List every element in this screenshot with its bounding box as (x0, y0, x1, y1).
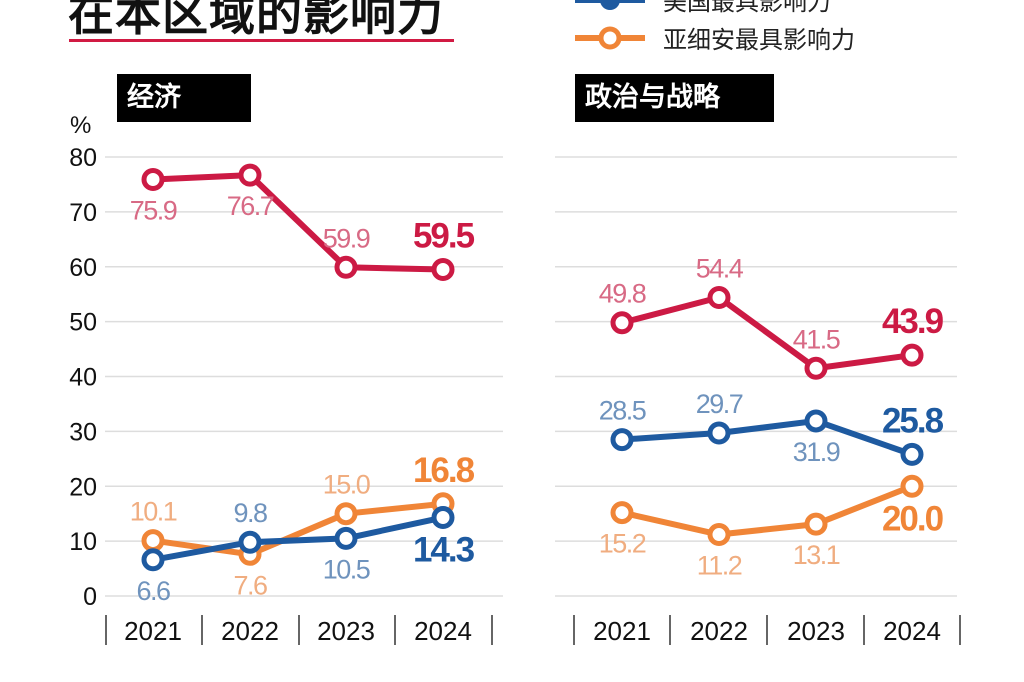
data-point-china (431, 257, 455, 281)
series-line-us (619, 417, 915, 458)
data-label-us: 29.7 (696, 389, 743, 419)
data-label-us: 14.3 (413, 531, 475, 570)
data-label-us: 28.5 (599, 396, 646, 426)
data-label-asean: 13.1 (793, 540, 840, 570)
x-tick-label: 2022 (690, 616, 748, 646)
data-label-china: 43.9 (882, 302, 944, 341)
data-label-china: 76.7 (227, 191, 274, 221)
data-point-asean (804, 512, 828, 536)
data-label-asean: 20.0 (882, 499, 944, 538)
data-label-china: 75.9 (130, 195, 177, 225)
series-line-asean (619, 483, 915, 538)
data-point-asean (610, 501, 634, 525)
data-label-asean: 15.0 (323, 470, 370, 500)
y-tick-label: 0 (83, 583, 97, 611)
data-label-us: 10.5 (323, 554, 370, 584)
data-point-asean (900, 474, 924, 498)
data-point-asean (334, 502, 358, 526)
x-tick-label: 2021 (124, 616, 182, 646)
data-point-us (610, 428, 634, 452)
data-point-us (900, 442, 924, 466)
title-underline (69, 39, 454, 42)
legend-marker-us-icon (575, 0, 645, 10)
data-label-china: 59.9 (323, 223, 370, 253)
data-point-china (804, 356, 828, 380)
data-label-asean: 15.2 (599, 529, 646, 559)
data-label-asean: 11.2 (697, 551, 742, 581)
data-label-asean: 7.6 (233, 570, 267, 600)
x-tick-label: 2024 (883, 616, 941, 646)
data-point-us (804, 409, 828, 433)
legend-label-asean: 亚细安最具影响力 (663, 26, 855, 54)
data-point-us (334, 526, 358, 550)
x-tick-label: 2024 (414, 616, 472, 646)
data-point-asean (141, 529, 165, 553)
series-line-china (619, 294, 915, 372)
data-point-china (334, 255, 358, 279)
legend-label-us: 美国最具影响力 (663, 0, 831, 16)
data-point-us (431, 506, 455, 530)
x-tick-label: 2023 (317, 616, 375, 646)
data-label-china: 49.8 (599, 279, 646, 309)
data-label-us: 9.8 (233, 498, 267, 528)
data-point-china (610, 311, 634, 335)
y-unit-label: % (70, 112, 92, 139)
data-label-china: 54.4 (696, 253, 744, 283)
data-label-asean: 16.8 (413, 451, 475, 490)
y-tick-label: 20 (69, 473, 97, 501)
y-tick-label: 70 (69, 199, 97, 227)
x-tick-label: 2023 (787, 616, 845, 646)
data-point-china (238, 163, 262, 187)
y-tick-label: 50 (69, 309, 97, 337)
series-line-us (150, 514, 446, 563)
data-label-china: 59.5 (413, 216, 475, 255)
data-point-china (900, 343, 924, 367)
legend-item-us: 美国最具影响力 (575, 0, 831, 17)
series-line-china (150, 172, 446, 273)
data-label-us: 6.6 (136, 576, 170, 606)
y-tick-label: 30 (69, 418, 97, 446)
panel-title-economy: 经济 (117, 74, 251, 122)
data-point-asean (707, 523, 731, 547)
legend-marker-asean-icon (575, 26, 645, 49)
y-tick-label: 10 (69, 528, 97, 556)
data-label-china: 41.5 (793, 324, 840, 354)
data-point-us (238, 530, 262, 554)
chart-title: 在本区域的影响力 (68, 0, 444, 41)
legend-item-asean: 亚细安最具影响力 (575, 20, 855, 55)
data-label-asean: 10.1 (130, 497, 177, 527)
data-label-us: 31.9 (793, 437, 840, 467)
data-label-us: 25.8 (882, 401, 944, 440)
x-tick-label: 2021 (593, 616, 651, 646)
y-tick-label: 60 (69, 254, 97, 282)
data-point-china (141, 167, 165, 191)
data-point-china (707, 285, 731, 309)
y-tick-label: 80 (69, 144, 97, 172)
data-point-us (141, 548, 165, 572)
panel-title-politics: 政治与战略 (575, 74, 774, 122)
data-point-us (707, 421, 731, 445)
x-tick-label: 2022 (221, 616, 279, 646)
y-tick-label: 40 (69, 364, 97, 392)
series-line-asean (150, 500, 446, 558)
